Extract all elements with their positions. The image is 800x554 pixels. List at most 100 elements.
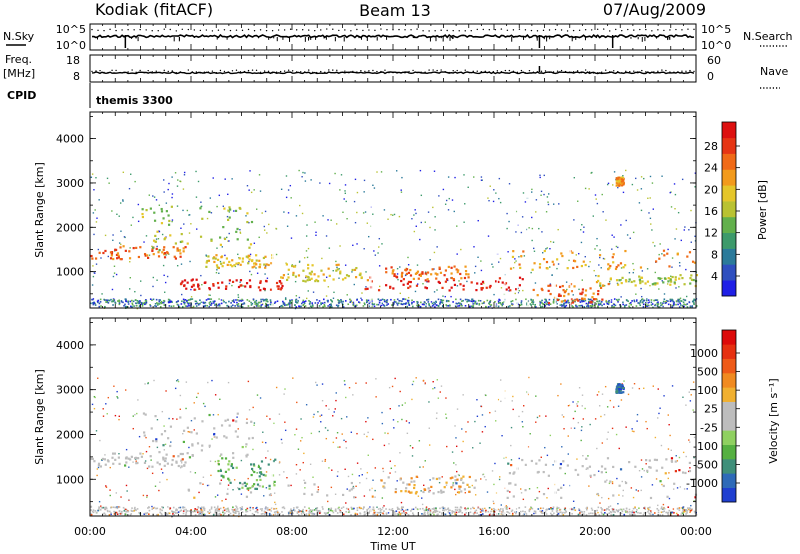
echo-point [349, 298, 351, 301]
echo-point [685, 455, 687, 458]
echo-point [354, 496, 357, 499]
echo-point [383, 300, 386, 303]
echo-point [444, 513, 447, 516]
echo-point [691, 305, 694, 307]
time-tick-label: 12:00 [377, 525, 409, 538]
echo-point [98, 251, 101, 254]
echo-point [146, 254, 149, 257]
echo-point [320, 302, 322, 304]
echo-point [315, 507, 317, 510]
echo-point [518, 284, 521, 287]
nave-point [600, 71, 603, 73]
echo-point [404, 269, 408, 272]
echo-point [111, 300, 113, 303]
echo-point [544, 511, 547, 513]
echo-point [474, 510, 476, 513]
echo-point [144, 303, 146, 306]
echo-point [124, 389, 127, 391]
echo-point [205, 299, 208, 301]
echo-point [689, 509, 691, 511]
echo-point [241, 483, 244, 486]
echo-point [248, 409, 251, 411]
echo-point [208, 287, 211, 290]
echo-point [308, 272, 311, 275]
echo-point [407, 256, 409, 259]
echo-point [93, 189, 95, 191]
echo-point [667, 303, 670, 306]
echo-point [248, 258, 251, 261]
echo-point [163, 304, 166, 306]
echo-point [411, 455, 414, 457]
echo-point [319, 511, 322, 514]
echo-point [250, 273, 253, 276]
echo-point [188, 214, 190, 216]
echo-point [499, 510, 501, 513]
echo-point [529, 303, 532, 305]
echo-point [591, 512, 594, 515]
echo-point [280, 286, 283, 290]
echo-point [310, 277, 313, 280]
echo-point [208, 294, 210, 296]
noise-search-point [386, 29, 388, 31]
echo-point [598, 254, 602, 257]
echo-point [430, 485, 433, 489]
echo-point [259, 280, 262, 283]
echo-point [617, 301, 619, 303]
echo-point [325, 437, 328, 440]
echo-point [549, 283, 552, 285]
echo-point [217, 303, 220, 306]
echo-point [134, 413, 136, 416]
echo-point [427, 509, 430, 511]
echo-point [163, 191, 165, 193]
echo-point [676, 487, 679, 489]
noise-right-label: N.Search [743, 30, 793, 43]
echo-point [256, 510, 258, 513]
echo-point [397, 302, 400, 305]
echo-point [239, 284, 242, 287]
echo-point [631, 430, 634, 432]
echo-point [441, 509, 444, 512]
echo-point [614, 304, 617, 307]
noise-search-point [308, 29, 310, 31]
echo-point [396, 298, 399, 301]
echo-point [366, 508, 368, 511]
echo-point [256, 506, 258, 509]
echo-point [590, 306, 593, 309]
echo-point [131, 306, 133, 308]
echo-point [601, 508, 603, 510]
echo-point [617, 180, 620, 183]
echo-point [348, 511, 351, 514]
echo-point [366, 471, 369, 474]
echo-point [523, 513, 525, 516]
echo-point [275, 281, 279, 285]
echo-point [256, 272, 259, 274]
echo-point [585, 468, 587, 470]
echo-point [550, 512, 552, 515]
nave-point [436, 69, 438, 72]
echo-point [145, 235, 148, 237]
noise-search-point [338, 29, 340, 32]
echo-point [179, 467, 182, 469]
echo-point [658, 412, 660, 415]
echo-point [273, 511, 276, 513]
echo-point [574, 410, 576, 413]
echo-point [100, 507, 103, 509]
echo-point [522, 510, 524, 513]
echo-point [276, 513, 279, 516]
echo-point [463, 488, 467, 491]
echo-point [646, 469, 649, 472]
echo-point [538, 490, 541, 493]
echo-point [436, 513, 438, 516]
nave-point [95, 70, 97, 72]
echo-point [480, 179, 483, 181]
echo-point [419, 508, 422, 510]
echo-point [462, 475, 465, 478]
echo-point [432, 206, 434, 209]
echo-point [213, 302, 215, 304]
echo-point [621, 276, 624, 279]
echo-point [188, 305, 190, 307]
echo-point [366, 287, 369, 290]
echo-point [392, 287, 395, 290]
echo-point [678, 507, 681, 509]
echo-point [287, 268, 290, 271]
